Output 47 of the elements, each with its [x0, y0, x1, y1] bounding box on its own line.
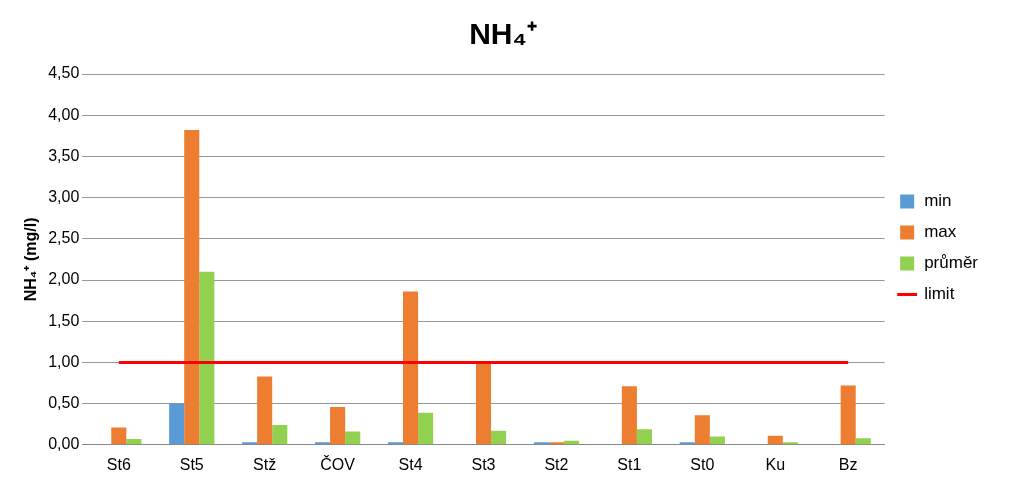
bar	[169, 403, 185, 445]
x-tick-label: St1	[617, 455, 642, 473]
bar	[111, 427, 127, 445]
y-tick-label: 1,50	[48, 311, 80, 329]
x-tick-label: Stž	[253, 455, 277, 473]
bar	[855, 438, 871, 445]
bar	[257, 376, 273, 445]
chart-title: NH₄⁺	[469, 17, 537, 51]
legend-label: průměr	[924, 253, 979, 273]
bar	[767, 435, 783, 445]
bar	[418, 412, 434, 445]
x-tick-label: ČOV	[320, 454, 356, 473]
x-tick-label: St2	[544, 455, 569, 473]
bar	[403, 291, 419, 445]
x-tick-label: St6	[106, 455, 131, 473]
bar	[491, 430, 507, 445]
legend-label: limit	[924, 284, 955, 304]
bar	[184, 130, 200, 445]
bar	[199, 271, 215, 445]
x-tick-label: St3	[471, 455, 496, 473]
bar	[345, 431, 361, 445]
y-tick-label: 3,50	[48, 146, 80, 164]
y-tick-label: 2,00	[48, 270, 80, 288]
bar	[475, 361, 492, 445]
bar	[330, 406, 346, 445]
y-tick-label: 0,50	[48, 394, 80, 412]
bar	[126, 439, 142, 445]
x-tick-label: St0	[690, 455, 715, 473]
y-axis-title: NH₄⁺ (mg/l)	[22, 217, 40, 302]
bar	[621, 386, 637, 445]
y-tick-label: 0,00	[48, 435, 80, 453]
bar	[840, 385, 856, 445]
y-tick-label: 4,00	[48, 105, 80, 123]
x-tick-label: Bz	[838, 455, 858, 473]
bar	[636, 429, 652, 445]
legend-label: min	[924, 191, 952, 211]
bar	[272, 425, 288, 445]
x-tick-label: Ku	[765, 455, 786, 473]
y-tick-label: 2,50	[48, 229, 80, 247]
x-tick-label: St4	[398, 455, 423, 473]
y-tick-label: 1,00	[48, 352, 80, 370]
legend-label: max	[924, 222, 957, 242]
x-tick-label: St5	[179, 455, 204, 473]
y-tick-label: 3,00	[48, 188, 80, 206]
y-tick-label: 4,50	[48, 64, 80, 82]
bar	[694, 415, 710, 445]
bar	[709, 436, 725, 445]
